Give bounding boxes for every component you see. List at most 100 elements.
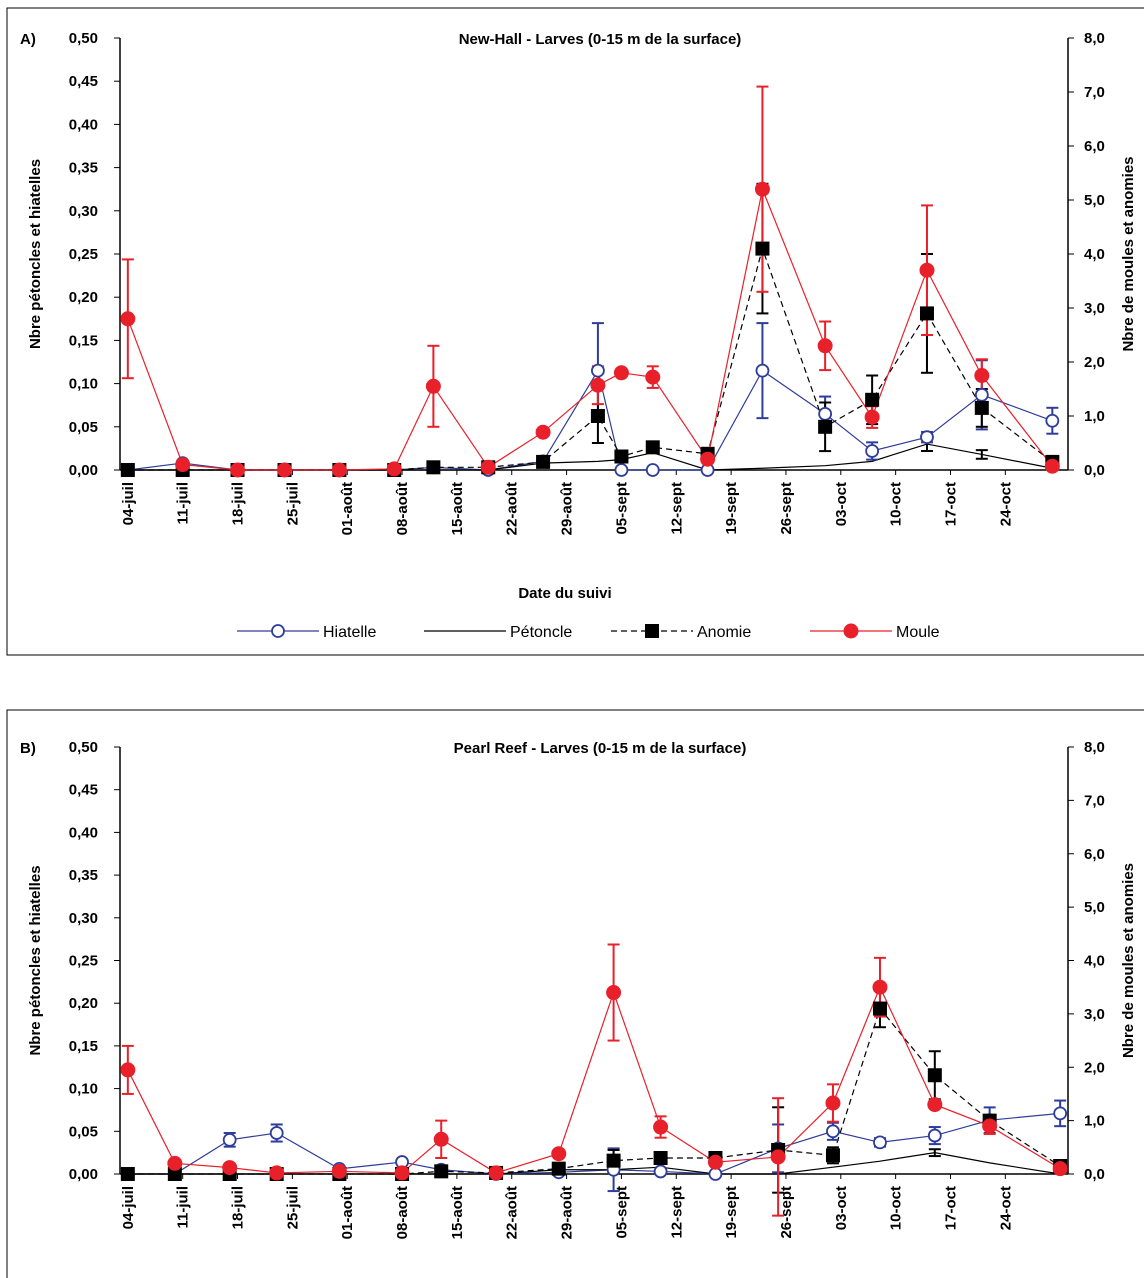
- marker: [590, 409, 605, 423]
- marker: [120, 463, 135, 477]
- x-tick-label: 26-sept: [778, 1186, 795, 1239]
- marker: [927, 1097, 943, 1113]
- y-tick-label: 0,45: [69, 782, 98, 799]
- series-line: [127, 1112, 1061, 1175]
- series-line: [127, 369, 1053, 471]
- y-tick-label: 0,25: [69, 246, 98, 263]
- y2-tick-label: 2,0: [1084, 354, 1105, 371]
- marker: [480, 459, 496, 475]
- y-tick-label: 0,10: [69, 376, 98, 393]
- marker: [1053, 1106, 1068, 1121]
- y2-tick-label: 1,0: [1084, 1113, 1105, 1130]
- marker: [700, 451, 716, 467]
- x-tick-label: 24-oct: [997, 1186, 1014, 1230]
- marker: [120, 311, 136, 327]
- marker: [426, 460, 441, 475]
- panel-frame: [6, 709, 1144, 1278]
- y2-tick-label: 8,0: [1084, 30, 1105, 47]
- marker: [982, 1118, 998, 1134]
- x-tick-label: 25-juil: [284, 1186, 301, 1229]
- marker: [167, 1167, 182, 1181]
- legend-marker: [645, 624, 659, 638]
- x-tick-label: 29-août: [559, 482, 576, 535]
- y2-tick-label: 1,0: [1084, 408, 1105, 425]
- marker: [974, 387, 989, 402]
- y-tick-label: 0,30: [69, 203, 98, 220]
- y2-tick-label: 0,0: [1084, 462, 1105, 479]
- marker: [755, 363, 770, 378]
- marker: [919, 262, 935, 278]
- chart-title: Pearl Reef - Larves (0-15 m de la surfac…: [454, 740, 747, 757]
- y-tick-label: 0,45: [69, 73, 98, 90]
- marker: [645, 440, 660, 455]
- x-tick-label: 22-août: [504, 1186, 521, 1239]
- y-tick-label: 0,50: [69, 30, 98, 47]
- error-bar: [975, 449, 988, 460]
- series-line: [127, 985, 1061, 1174]
- x-tick-label: 11-juil: [175, 482, 192, 525]
- panel-label: B): [20, 740, 36, 757]
- x-tick-label: 11-juil: [175, 1186, 192, 1229]
- y2-tick-label: 6,0: [1084, 846, 1105, 863]
- marker: [653, 1119, 669, 1135]
- marker: [817, 338, 833, 354]
- y-tick-label: 0,05: [69, 419, 98, 436]
- marker: [707, 1154, 723, 1170]
- marker: [277, 462, 293, 478]
- marker: [120, 1167, 135, 1181]
- x-tick-label: 17-oct: [942, 482, 959, 526]
- marker: [331, 462, 347, 478]
- y2-tick-label: 4,0: [1084, 246, 1105, 263]
- y-tick-label: 0,25: [69, 953, 98, 970]
- y2-axis-title: Nbre de moules et anomies: [1120, 156, 1137, 351]
- error-bar: [928, 1148, 941, 1158]
- marker: [425, 378, 441, 394]
- marker: [1045, 413, 1060, 428]
- marker: [488, 1165, 504, 1181]
- marker: [386, 461, 402, 477]
- marker: [708, 1167, 723, 1181]
- marker: [614, 463, 629, 477]
- marker: [230, 462, 246, 478]
- marker: [927, 1068, 942, 1083]
- x-tick-label: 04-juil: [120, 482, 137, 525]
- marker: [974, 368, 990, 383]
- panel-frame: [6, 7, 1144, 656]
- x-tick-label: 15-août: [449, 482, 466, 535]
- y-axis-title: Nbre pétoncles et hiatelles: [27, 865, 44, 1055]
- marker: [222, 1132, 237, 1147]
- marker: [872, 1001, 887, 1016]
- x-tick-label: 17-oct: [942, 1186, 959, 1230]
- y2-tick-label: 3,0: [1084, 300, 1105, 317]
- x-tick-label: 03-oct: [833, 1186, 850, 1230]
- marker: [167, 1155, 183, 1171]
- x-tick-label: 18-juil: [230, 1186, 247, 1229]
- series-line: [127, 1007, 1061, 1175]
- marker: [551, 1161, 566, 1176]
- x-tick-label: 05-sept: [613, 1186, 630, 1239]
- marker: [873, 1135, 887, 1150]
- marker: [120, 1062, 136, 1078]
- y-tick-label: 0,05: [69, 1123, 98, 1140]
- x-axis-title: Date du suivi: [518, 585, 611, 602]
- y-tick-label: 0,40: [69, 824, 98, 841]
- marker: [872, 979, 888, 995]
- marker: [269, 1165, 285, 1181]
- marker: [535, 424, 551, 440]
- legend-label: Pétoncle: [510, 624, 572, 641]
- marker: [645, 369, 661, 385]
- y-tick-label: 0,00: [69, 462, 98, 479]
- x-tick-label: 10-oct: [888, 482, 905, 526]
- x-tick-label: 29-août: [559, 1186, 576, 1239]
- marker: [591, 363, 605, 378]
- y2-tick-label: 0,0: [1084, 1166, 1105, 1183]
- y2-tick-label: 7,0: [1084, 792, 1105, 809]
- marker: [919, 306, 934, 321]
- marker: [755, 241, 770, 256]
- marker: [536, 454, 551, 469]
- marker: [269, 1126, 284, 1140]
- legend-label: Anomie: [697, 624, 751, 641]
- y-tick-label: 0,40: [69, 116, 98, 133]
- x-tick-label: 01-août: [339, 1186, 356, 1239]
- x-tick-label: 08-août: [394, 1186, 411, 1239]
